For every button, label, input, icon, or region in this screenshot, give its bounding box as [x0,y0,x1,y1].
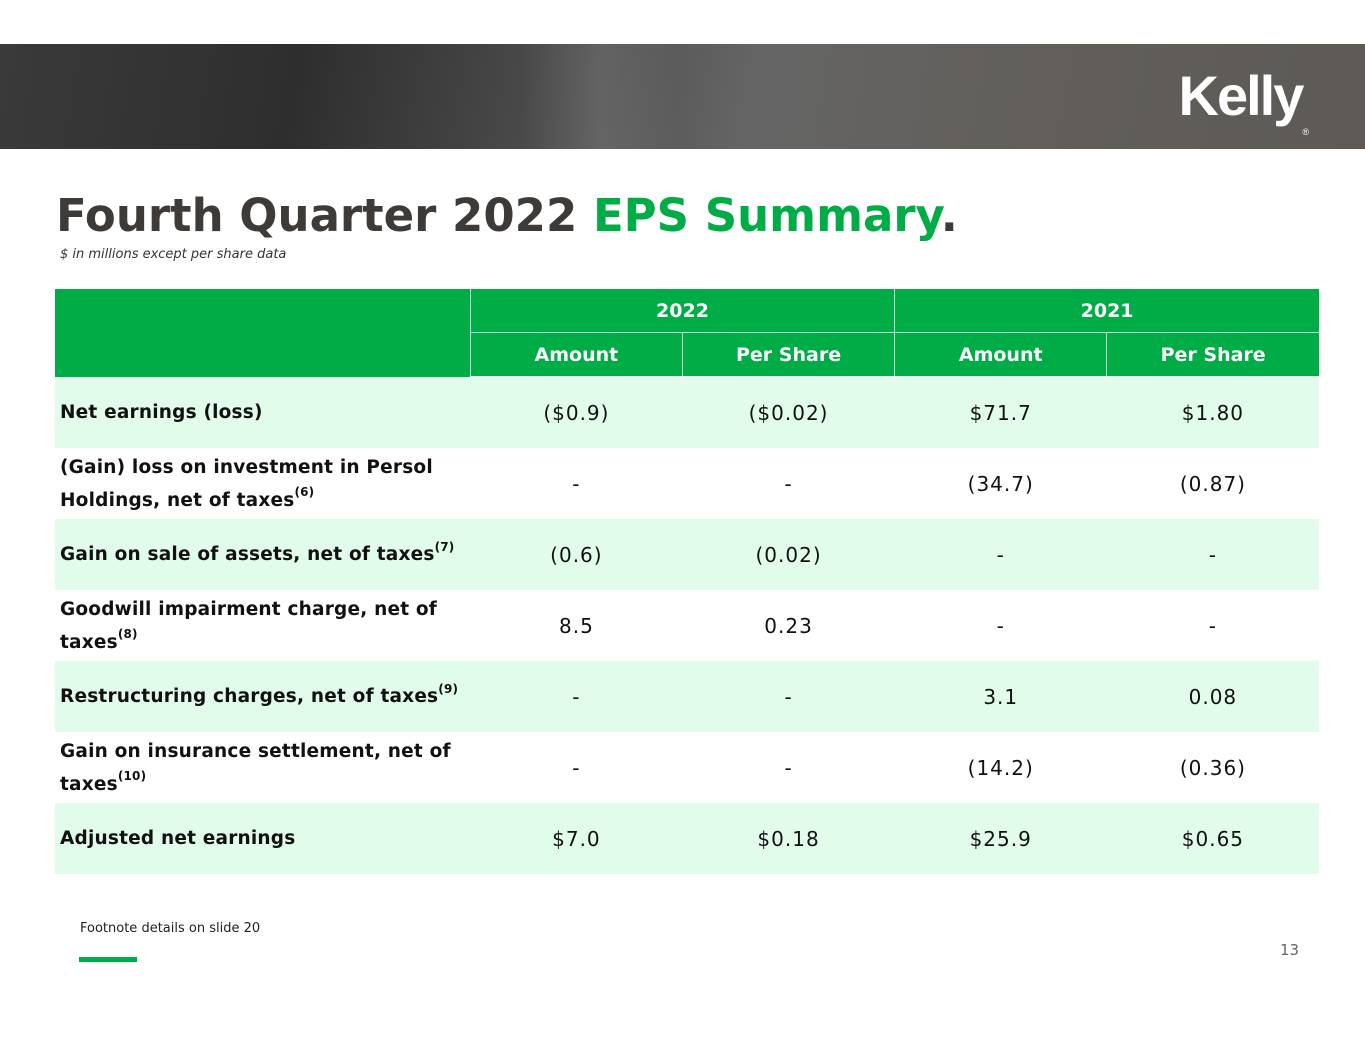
col-header-per-share-2022: Per Share [681,332,895,377]
cell-amount-2021: $71.7 [894,376,1107,448]
table-row: Gain on insurance settlement, net of tax… [55,732,1319,803]
cell-amount-2022: - [572,471,581,496]
cell-amount-2021: - [996,613,1005,638]
kelly-logo: Kelly® [1178,64,1310,138]
year-header-row: 2022 2021 [55,289,1319,377]
page-title: Fourth Quarter 2022 EPS Summary. [56,190,958,242]
header-banner: Kelly® [0,44,1365,149]
table-row: Net earnings (loss) ($0.9) ($0.02) $71.7… [55,376,1319,448]
table-row: Gain on sale of assets, net of taxes(7) … [55,519,1319,590]
col-header-amount-2021: Amount [894,332,1107,377]
cell-amount-2021: (34.7) [967,471,1034,496]
cell-per-share-2021: - [1208,613,1217,638]
table-row: (Gain) loss on investment in Persol Hold… [55,448,1319,519]
cell-per-share-2021: 0.08 [1106,661,1319,732]
footnote-ref: (9) [438,681,459,696]
cell-amount-2021: $25.9 [894,803,1107,874]
cell-amount-2021: 3.1 [894,661,1107,732]
page-subtitle: $ in millions except per share data [60,247,287,262]
year-header-2022: 2022 [469,289,895,333]
table-row: Restructuring charges, net of taxes(9) -… [55,661,1319,732]
banner-highlight [520,44,680,149]
cell-amount-2022: (0.6) [470,519,683,590]
cell-per-share-2021: $0.65 [1106,803,1319,874]
cell-per-share-2022: ($0.02) [682,376,895,448]
footnote-text: Footnote details on slide 20 [80,921,261,936]
footnote-ref: (10) [117,769,147,784]
row-label: (Gain) loss on investment in Persol Hold… [60,456,433,511]
table-row: Adjusted net earnings $7.0 $0.18 $25.9 $… [55,803,1319,874]
title-accent: EPS Summary [592,189,941,242]
table-row: Goodwill impairment charge, net of taxes… [55,590,1319,661]
cell-amount-2021: - [894,519,1107,590]
col-header-amount-2022: Amount [469,332,683,377]
row-label: Gain on insurance settlement, net of tax… [60,740,451,795]
cell-per-share-2021: - [1106,519,1319,590]
footnote-accent-bar [79,957,137,962]
cell-per-share-2022: (0.02) [682,519,895,590]
cell-per-share-2021: (0.36) [1179,755,1246,780]
title-period: . [940,189,958,242]
cell-amount-2022: 8.5 [558,613,594,638]
cell-amount-2022: ($0.9) [470,376,683,448]
col-header-per-share-2021: Per Share [1106,332,1319,377]
cell-amount-2021: (14.2) [967,755,1034,780]
eps-summary-table: 2022 2021 Amount Per Share Amount Per Sh… [55,289,1319,874]
cell-per-share-2022: - [682,661,895,732]
row-label: Restructuring charges, net of taxes(9) [55,661,471,732]
cell-amount-2022: $7.0 [470,803,683,874]
corner-cell [55,289,471,377]
footnote-ref: (7) [434,539,455,554]
cell-per-share-2022: 0.23 [764,613,813,638]
cell-per-share-2021: (0.87) [1179,471,1246,496]
cell-amount-2022: - [470,661,683,732]
registered-mark: ® [1302,127,1309,137]
page-number: 13 [1280,941,1300,959]
row-label: Net earnings (loss) [55,376,471,448]
footnote-ref: (6) [294,485,315,500]
cell-per-share-2022: - [784,755,793,780]
title-main: Fourth Quarter 2022 [56,189,593,242]
year-header-2021: 2021 [894,289,1319,333]
row-label: Gain on sale of assets, net of taxes(7) [55,519,471,590]
cell-per-share-2022: $0.18 [682,803,895,874]
row-label: Adjusted net earnings [55,803,471,874]
cell-per-share-2021: $1.80 [1106,376,1319,448]
column-header-row: Amount Per Share Amount Per Share [55,332,1319,377]
footnote-ref: (8) [117,627,138,642]
cell-per-share-2022: - [784,471,793,496]
cell-amount-2022: - [572,755,581,780]
row-label: Goodwill impairment charge, net of taxes… [60,598,438,653]
